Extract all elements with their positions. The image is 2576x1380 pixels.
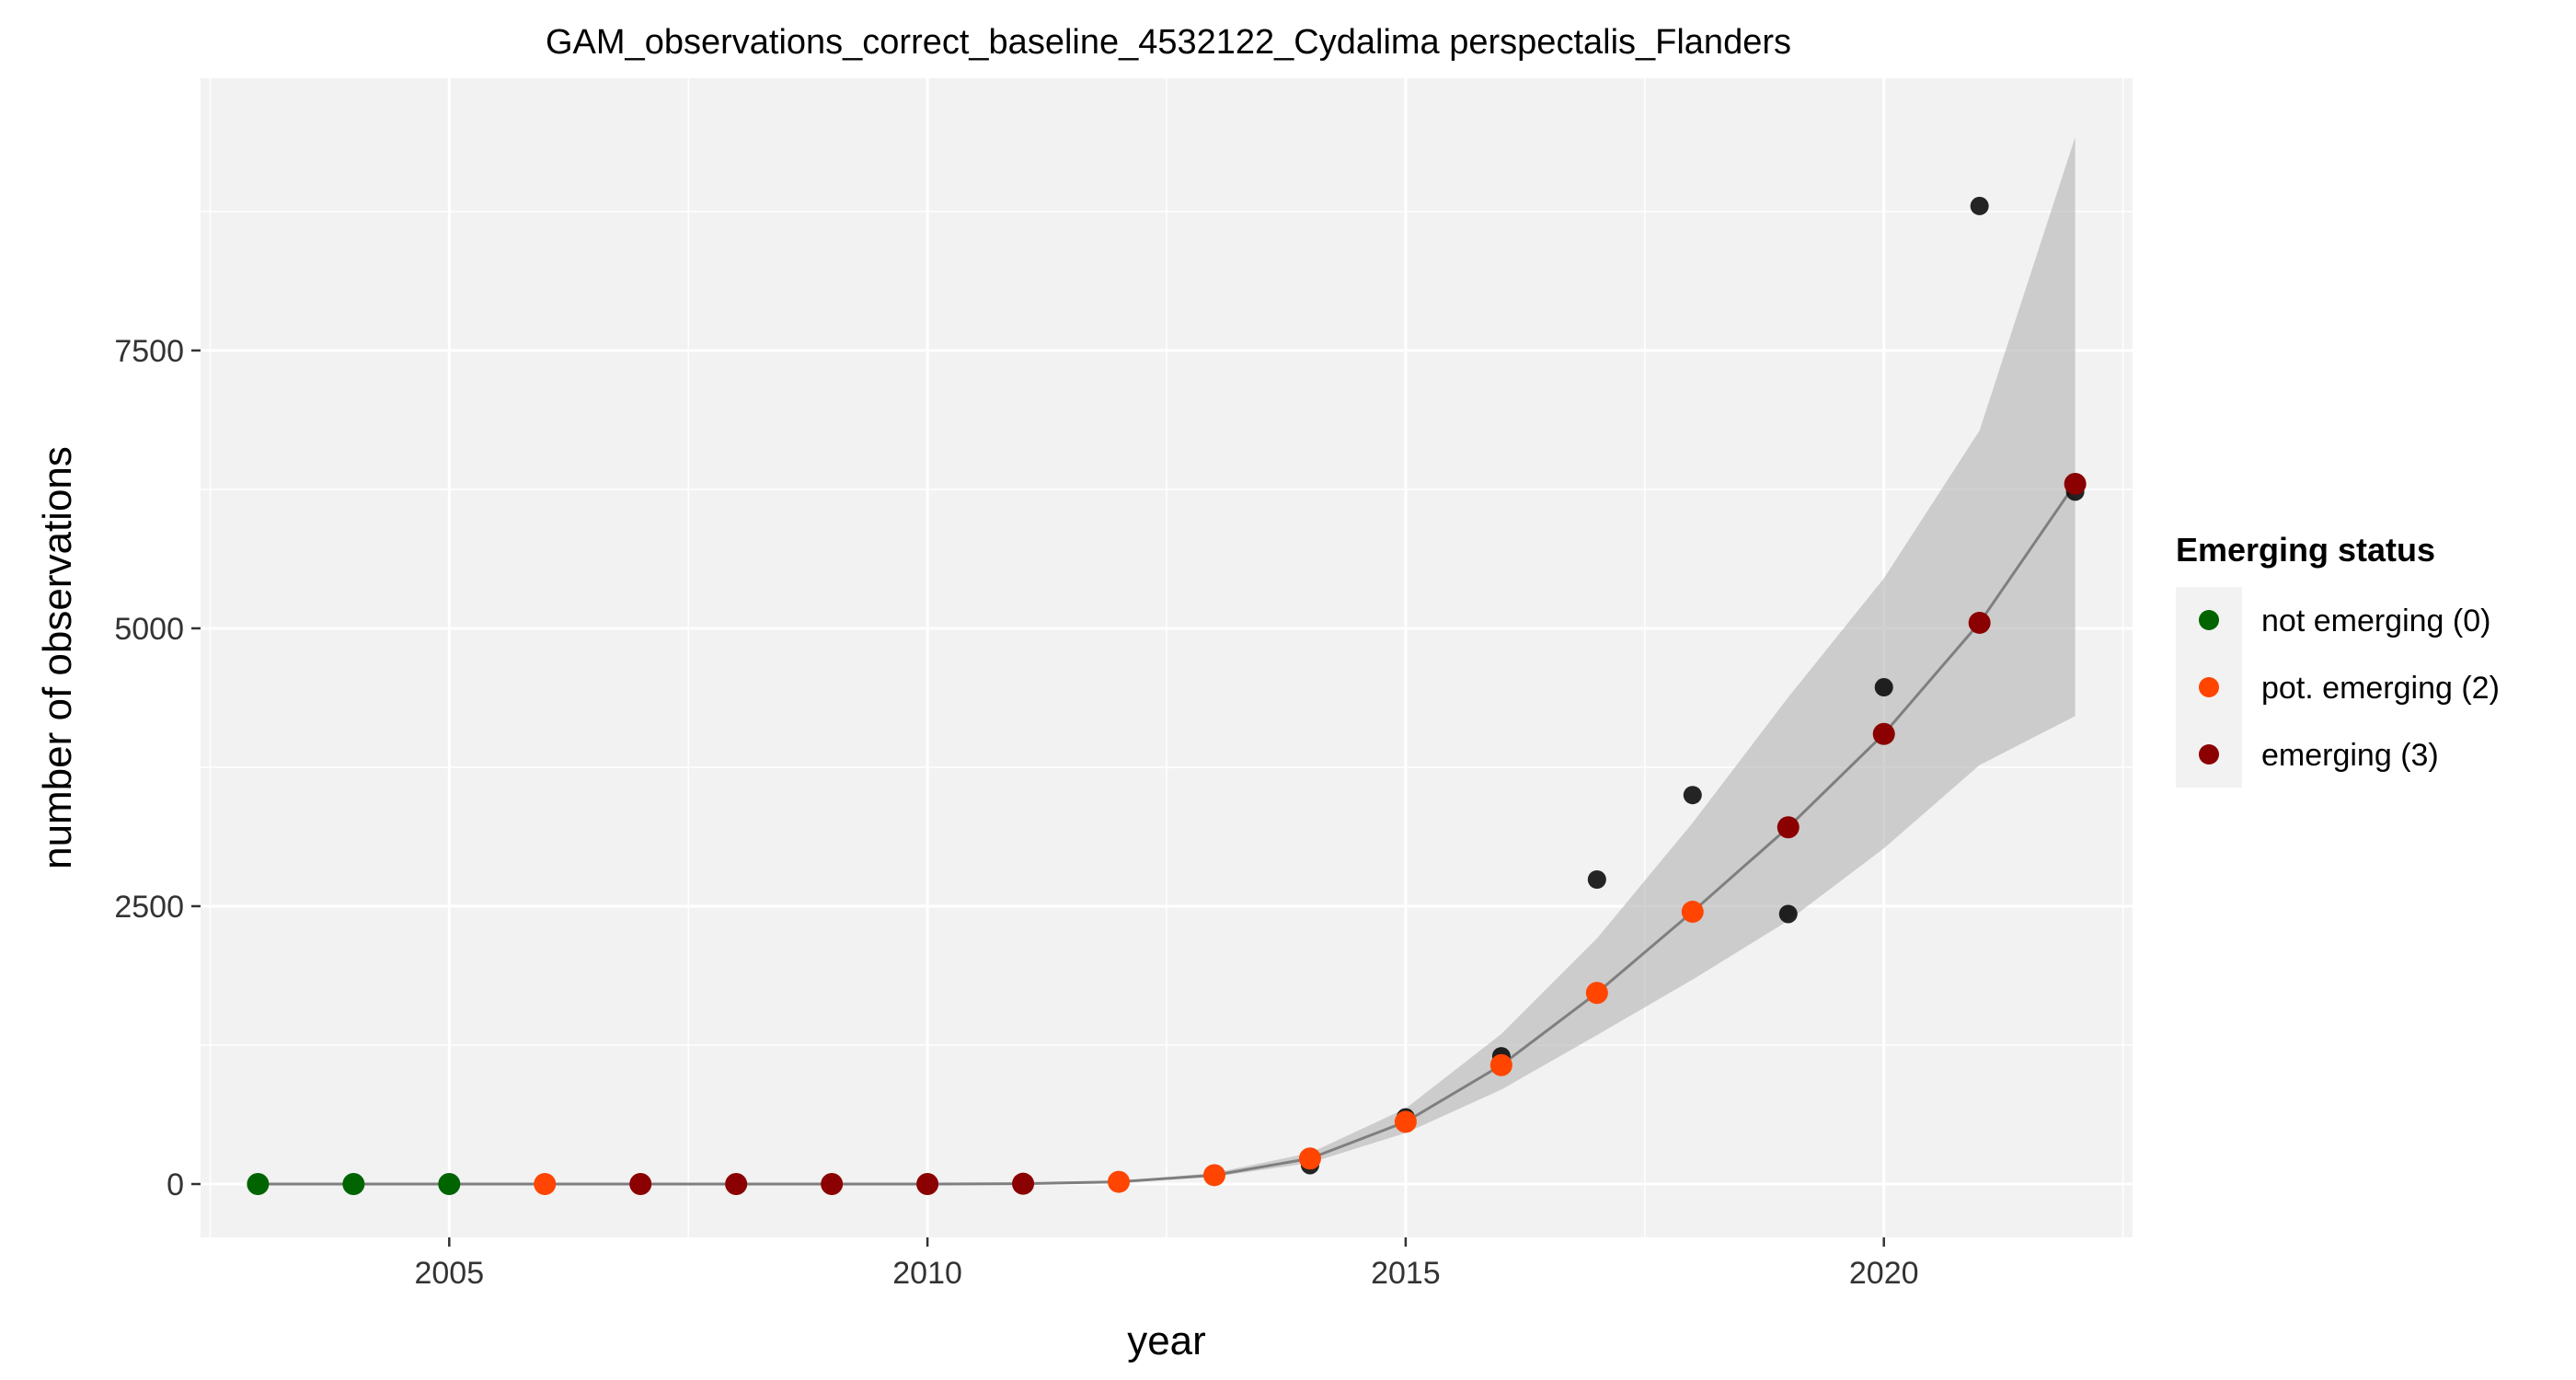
fitted-point (1012, 1172, 1035, 1195)
confidence-band (258, 137, 2076, 1185)
fitted-point (534, 1173, 557, 1196)
fitted-point (1202, 1164, 1225, 1187)
fitted-point (438, 1173, 461, 1196)
fitted-point (1968, 611, 1991, 634)
fitted-point (725, 1173, 748, 1196)
fitted-point (1489, 1053, 1512, 1076)
x-tick-label: 2010 (892, 1256, 962, 1291)
x-axis: 2005 2010 2015 2020 (414, 1237, 1919, 1291)
legend-key (2199, 610, 2219, 630)
chart-title: GAM_observations_correct_baseline_453212… (546, 23, 1791, 62)
fitted-point (2064, 472, 2087, 495)
x-axis-label: year (1127, 1318, 1206, 1363)
observed-point (1874, 678, 1893, 697)
fitted-point (821, 1173, 844, 1196)
fitted-point (342, 1173, 365, 1196)
fitted-point (247, 1173, 270, 1196)
fitted-point (916, 1173, 939, 1196)
x-tick-label: 2020 (1849, 1256, 1919, 1291)
legend-key (2199, 744, 2219, 765)
legend: Emerging status not emerging (0) pot. eme… (2176, 531, 2500, 788)
y-tick-label: 0 (167, 1167, 184, 1202)
legend-items: not emerging (0) pot. emerging (2) emergin… (2199, 604, 2500, 773)
x-tick-label: 2015 (1371, 1256, 1441, 1291)
y-tick-label: 5000 (114, 612, 184, 647)
y-tick-label: 7500 (114, 334, 184, 369)
legend-label: emerging (3) (2261, 738, 2439, 773)
fitted-point (1872, 722, 1895, 745)
fitted-point (1298, 1147, 1321, 1170)
observed-point (1683, 786, 1702, 805)
legend-key (2199, 677, 2219, 697)
fitted-point (1108, 1170, 1131, 1193)
x-tick-label: 2005 (414, 1256, 484, 1291)
observed-point (1778, 904, 1798, 924)
y-tick-label: 2500 (114, 890, 184, 925)
observed-point (1587, 870, 1606, 890)
fit-line (258, 483, 2076, 1186)
legend-label: not emerging (0) (2261, 604, 2490, 638)
fitted-point (1394, 1110, 1417, 1133)
y-axis-label: number of observations (35, 446, 80, 869)
fitted-point (1681, 901, 1704, 924)
fitted-points (247, 472, 2087, 1196)
observed-point (1970, 196, 1989, 215)
legend-title: Emerging status (2176, 531, 2435, 569)
y-axis: 0 2500 5000 7500 (114, 334, 201, 1202)
legend-label: pot. emerging (2) (2261, 671, 2500, 706)
fitted-point (1777, 816, 1800, 839)
fitted-point (629, 1173, 652, 1196)
fitted-point (1585, 982, 1608, 1005)
